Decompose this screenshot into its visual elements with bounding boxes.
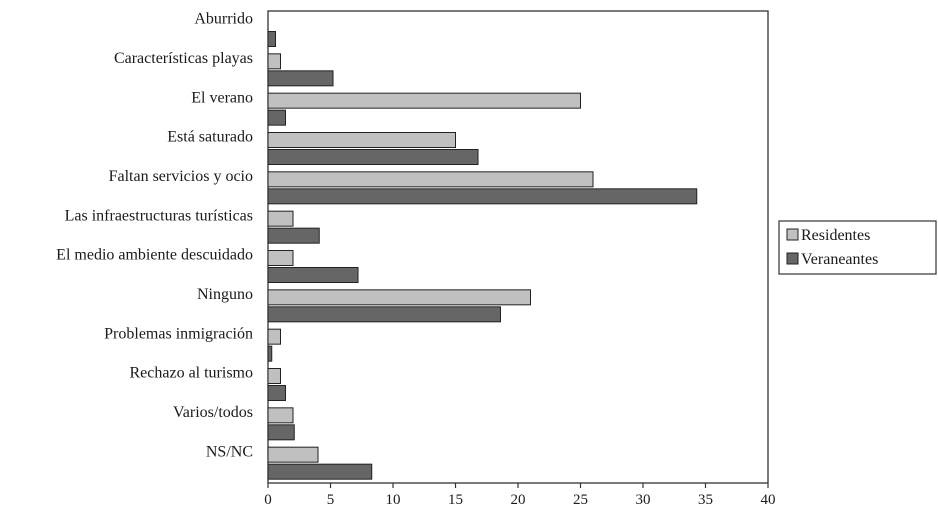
x-tick-label: 0 [264, 492, 272, 508]
bars-layer [267, 31, 698, 480]
bar-veraneantes-3 [267, 149, 479, 165]
x-tick-label: 40 [761, 492, 776, 508]
category-label: El medio ambiente descuidado [56, 247, 253, 264]
category-labels: Aburrido Características playas El verano E… [56, 11, 253, 461]
x-tick-label: 30 [636, 492, 651, 508]
category-label: Las infraestructuras turísticas [65, 207, 253, 224]
legend-swatch [786, 252, 799, 265]
bar-veraneantes-6 [267, 267, 359, 283]
bar-residentes-2 [267, 92, 581, 109]
plot-area [267, 10, 769, 484]
x-tick-label: 10 [386, 492, 401, 508]
bar-residentes-5 [267, 210, 294, 227]
category-label: NS/NC [206, 443, 253, 460]
x-tick-label: 25 [573, 492, 588, 508]
bar-residentes-10 [267, 407, 294, 424]
x-tick-label: 5 [327, 492, 335, 508]
bar-veraneantes-2 [267, 109, 286, 126]
bar-veraneantes-4 [267, 188, 698, 205]
category-label: Faltan servicios y ocio [109, 168, 253, 185]
category-label: Ninguno [197, 286, 253, 303]
bar-residentes-8 [267, 328, 281, 345]
bar-residentes-11 [267, 446, 319, 463]
category-label: El verano [191, 89, 253, 106]
legend: Residentes Veraneantes [778, 220, 937, 275]
category-label: Problemas inmigración [104, 325, 253, 342]
bar-veraneantes-7 [267, 306, 501, 323]
bar-veraneantes-0 [267, 31, 276, 47]
bar-residentes-3 [267, 132, 456, 148]
x-tick-label: 15 [448, 492, 463, 508]
x-axis: 0 5 10 15 20 25 30 35 40 [264, 483, 776, 508]
bar-veraneantes-5 [267, 227, 320, 244]
bar-veraneantes-8 [267, 345, 273, 362]
legend-label: Residentes [801, 227, 870, 244]
legend-swatch [786, 228, 799, 241]
bar-veraneantes-11 [267, 463, 373, 480]
category-label: Varios/todos [173, 404, 253, 421]
category-label: Rechazo al turismo [129, 365, 253, 382]
category-label: Aburrido [194, 11, 253, 28]
bar-residentes-9 [267, 368, 281, 384]
category-label: Características playas [114, 50, 253, 67]
bar-residentes-1 [267, 53, 281, 70]
x-tick-label: 35 [698, 492, 713, 508]
legend-box [778, 220, 937, 275]
bar-residentes-7 [267, 289, 531, 306]
bar-residentes-6 [267, 250, 294, 266]
category-label: Está saturado [167, 129, 253, 146]
bar-veraneantes-10 [267, 424, 295, 441]
bar-residentes-4 [267, 171, 594, 188]
x-tick-label: 20 [511, 492, 526, 508]
bar-veraneantes-1 [267, 70, 334, 87]
legend-label: Veraneantes [801, 251, 878, 268]
bar-veraneantes-9 [267, 385, 286, 401]
